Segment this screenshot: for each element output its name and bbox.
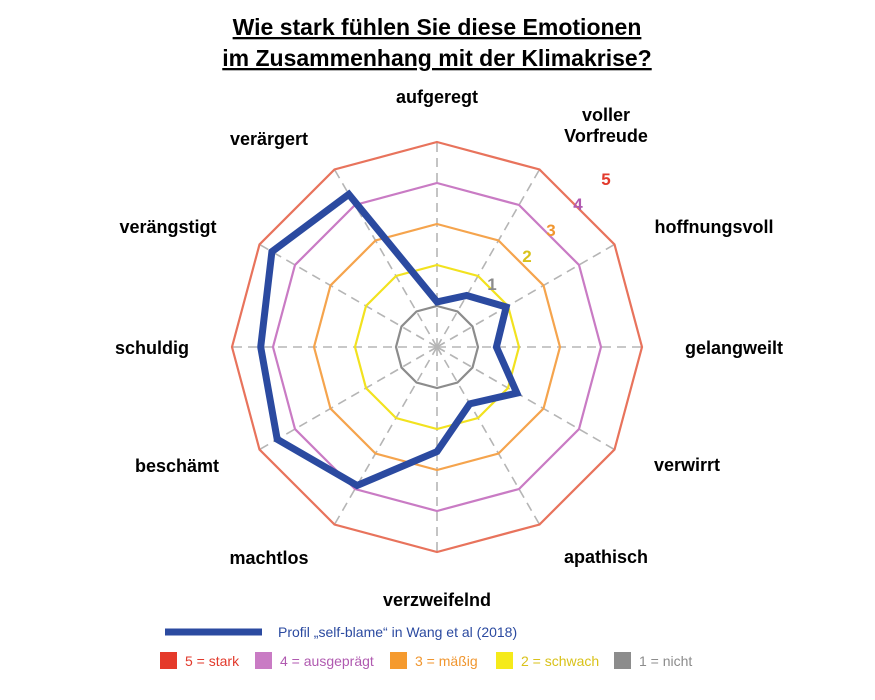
ring-level-4 (271, 181, 603, 513)
ring-label-5: 5 (601, 170, 610, 189)
ring-level-3 (312, 222, 562, 472)
chart-title-line-2: im Zusammenhang mit der Klimakrise? (222, 45, 651, 71)
spoke-veraengstigt (259, 243, 438, 348)
spoke-hoffnungsvoll (436, 243, 615, 348)
axis-label-voller-vorfreude: voller Vorfreude (564, 105, 648, 146)
legend-label-1: 1 = nicht (639, 653, 692, 669)
axis-label-verzweifelnd: verzweifelnd (383, 590, 491, 610)
chart-title-line-1: Wie stark fühlen Sie diese Emotionen (233, 14, 642, 40)
spoke-apathisch (436, 346, 541, 525)
ring-label-2: 2 (522, 247, 531, 266)
axis-label-beschaemt: beschämt (135, 456, 219, 476)
axis-label-aufgeregt: aufgeregt (396, 87, 478, 107)
axis-label-schuldig: schuldig (115, 338, 189, 358)
axis-label-verwirrt: verwirrt (654, 455, 720, 475)
axis-label-machtlos: machtlos (229, 548, 308, 568)
ring-level-1 (394, 304, 480, 390)
legend-label-3: 3 = mäßig (415, 653, 478, 669)
ring-label-1: 1 (487, 275, 496, 294)
axis-labels: aufgeregt voller Vorfreude hoffnungsvoll gel… (115, 87, 783, 610)
legend-series-label: Profil „self-blame“ in Wang et al (2018) (278, 624, 517, 640)
legend-swatch-2 (496, 652, 513, 669)
axis-label-veraergert: verärgert (230, 129, 308, 149)
legend-label-4: 4 = ausgeprägt (280, 653, 374, 669)
axis-label-apathisch: apathisch (564, 547, 648, 567)
spoke-beschaemt (259, 346, 438, 451)
ring-label-3: 3 (546, 221, 555, 240)
legend-swatch-1 (614, 652, 631, 669)
legend-swatch-3 (390, 652, 407, 669)
radar-grid (230, 140, 644, 554)
axis-label-gelangweilt: gelangweilt (685, 338, 783, 358)
legend-swatch-4 (255, 652, 272, 669)
ring-label-4: 4 (573, 195, 583, 214)
series-line-0 (257, 189, 522, 490)
spoke-machtlos (333, 346, 438, 525)
axis-label-hoffnungsvoll: hoffnungsvoll (655, 217, 774, 237)
spoke-verwirrt (436, 346, 615, 451)
legend-label-2: 2 = schwach (521, 653, 599, 669)
legend-swatch-5 (160, 652, 177, 669)
axis-label-veraengstigt: verängstigt (119, 217, 216, 237)
ring-level-5 (230, 140, 644, 554)
legend: Profil „self-blame“ in Wang et al (2018)… (160, 624, 692, 669)
spoke-voller-vorfreude (436, 169, 541, 348)
series-layer (257, 189, 522, 490)
legend-label-5: 5 = stark (185, 653, 240, 669)
